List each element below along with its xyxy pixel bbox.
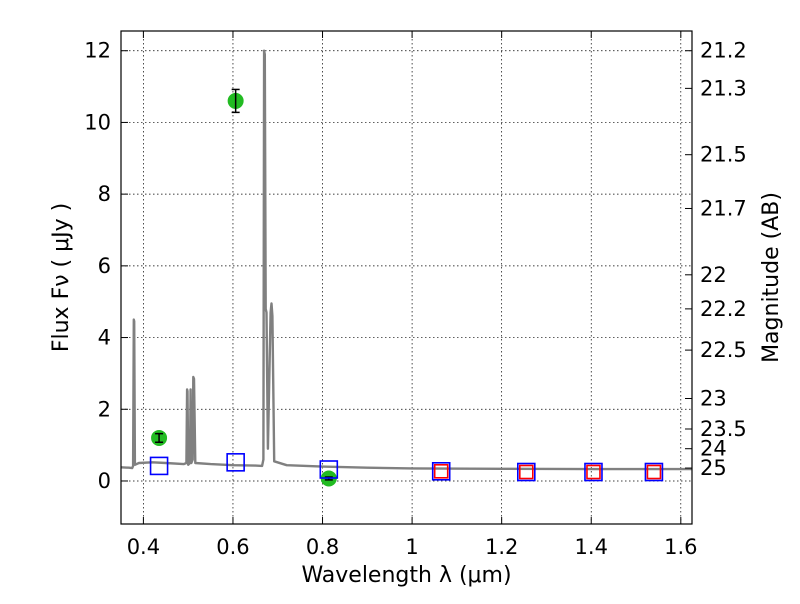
right-tick-label: 23.5	[700, 417, 747, 441]
marker-layer	[149, 88, 664, 487]
right-tick-label: 22.2	[700, 297, 747, 321]
right-tick-label: 21.7	[700, 196, 747, 220]
right-tick-label: 22	[700, 263, 727, 287]
right-tick-label: 25	[700, 456, 727, 480]
model-square-red	[518, 464, 534, 480]
x-tick-label: 1.6	[664, 535, 697, 559]
right-tick-label: 24	[700, 437, 727, 461]
spectrum-layer	[120, 49, 692, 471]
right-tick-label: 21.3	[700, 76, 747, 100]
right-tick-label: 21.5	[700, 143, 747, 167]
grid-layer	[121, 31, 692, 524]
y-tick-label: 8	[98, 182, 111, 206]
y-tick-label: 2	[98, 397, 111, 421]
y-tick-label: 4	[98, 326, 111, 350]
x-tick-label: 0.8	[306, 535, 339, 559]
plot-frame	[120, 30, 693, 525]
model-square-blue	[516, 462, 536, 482]
y-tick-label: 10	[84, 110, 111, 134]
model-square-blue	[584, 462, 603, 482]
x-tick-label: 1	[405, 535, 418, 559]
y-tick-label: 12	[84, 39, 111, 63]
x-tick-label: 0.6	[216, 535, 249, 559]
right-tick-label: 22.5	[700, 338, 747, 362]
model-square-blue	[319, 460, 339, 479]
model-square-blue	[149, 456, 169, 476]
right-tick-label: 23	[700, 387, 727, 411]
x-tick-label: 0.4	[127, 535, 160, 559]
y-tick-label: 6	[98, 254, 111, 278]
right-tick-label: 21.2	[700, 39, 747, 63]
model-square-red	[646, 464, 662, 480]
y-axis-label: Flux Fν ( μJy )	[49, 203, 74, 352]
model-square-red	[433, 463, 449, 479]
model-square-blue	[226, 453, 245, 472]
x-tick-label: 1.2	[485, 535, 518, 559]
model-square-red	[586, 464, 601, 480]
model-square-blue	[431, 461, 451, 481]
x-tick-label: 1.4	[575, 535, 608, 559]
model-square-blue	[644, 462, 664, 482]
y-tick-label: 0	[98, 469, 111, 493]
right-axis-label: Magnitude (AB)	[759, 192, 784, 363]
spectrum-line	[120, 49, 692, 471]
x-axis-label: Wavelength λ (μm)	[301, 563, 511, 588]
